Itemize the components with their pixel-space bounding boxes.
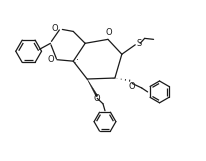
Text: O: O — [52, 24, 58, 33]
Text: ·: · — [75, 55, 78, 65]
Text: O: O — [93, 94, 100, 103]
Text: ·: · — [113, 72, 116, 82]
Text: O: O — [128, 82, 135, 91]
Text: ·: · — [111, 76, 113, 82]
Text: ·: · — [73, 60, 76, 66]
Text: S: S — [135, 39, 141, 48]
Polygon shape — [87, 79, 97, 97]
Text: O: O — [105, 28, 111, 37]
Text: O: O — [48, 55, 54, 64]
